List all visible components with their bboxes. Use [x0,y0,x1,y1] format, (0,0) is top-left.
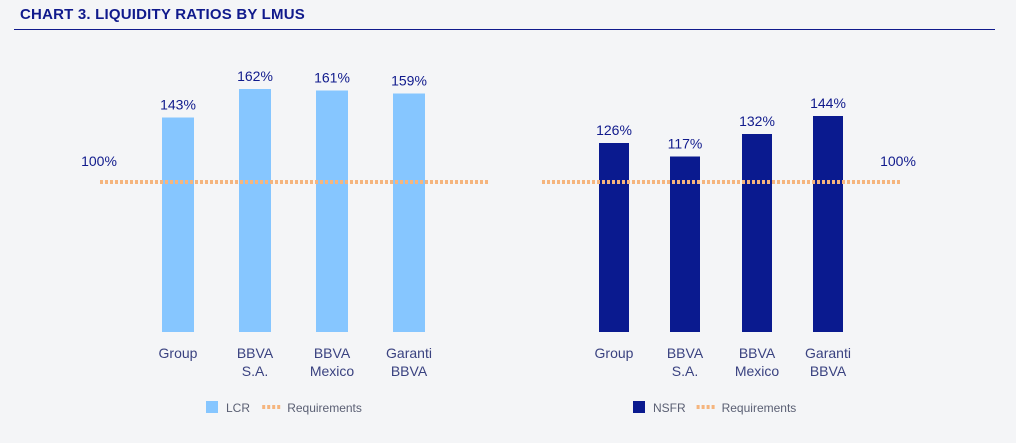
lcr-category-label-3: Garanti [386,345,432,361]
nsfr-category-label-3: Garanti [805,345,851,361]
nsfr-category-label-1: BBVA [667,345,704,361]
lcr-category-label-0: Group [159,345,198,361]
lcr-legend-swatch [206,401,218,413]
nsfr-category-label-1: S.A. [672,363,698,379]
nsfr-value-label-0: 126% [596,122,632,138]
nsfr-category-label-0: Group [595,345,634,361]
chart-title: CHART 3. LIQUIDITY RATIOS BY LMUS [20,6,305,23]
lcr-value-label-1: 162% [237,68,273,84]
lcr-legend-label: LCR [226,401,250,415]
lcr-category-label-1: BBVA [237,345,274,361]
nsfr-bar-1 [670,156,700,332]
lcr-legend-requirement-label: Requirements [287,401,362,415]
nsfr-legend-swatch [633,401,645,413]
lcr-bar-3 [393,93,425,332]
lcr-requirement-label: 100% [81,153,117,169]
nsfr-value-label-2: 132% [739,113,775,129]
nsfr-bar-2 [742,134,772,332]
nsfr-bar-0 [599,143,629,332]
nsfr-value-label-1: 117% [668,136,703,152]
lcr-value-label-2: 161% [314,70,350,86]
lcr-category-label-1: S.A. [242,363,268,379]
nsfr-category-label-2: Mexico [735,363,780,379]
nsfr-category-label-3: BBVA [810,363,847,379]
nsfr-legend-label: NSFR [653,401,686,415]
lcr-category-label-3: BBVA [391,363,428,379]
nsfr-requirement-label: 100% [880,153,916,169]
lcr-category-label-2: Mexico [310,363,355,379]
lcr-value-label-3: 159% [391,73,427,89]
lcr-value-label-0: 143% [160,97,196,113]
nsfr-bar-3 [813,116,843,332]
nsfr-value-label-3: 144% [810,95,846,111]
nsfr-legend-requirement-label: Requirements [722,401,797,415]
lcr-bar-2 [316,90,348,332]
nsfr-category-label-2: BBVA [739,345,776,361]
title-underline [14,29,995,30]
lcr-bar-0 [162,117,194,332]
lcr-bar-1 [239,89,271,332]
lcr-category-label-2: BBVA [314,345,351,361]
